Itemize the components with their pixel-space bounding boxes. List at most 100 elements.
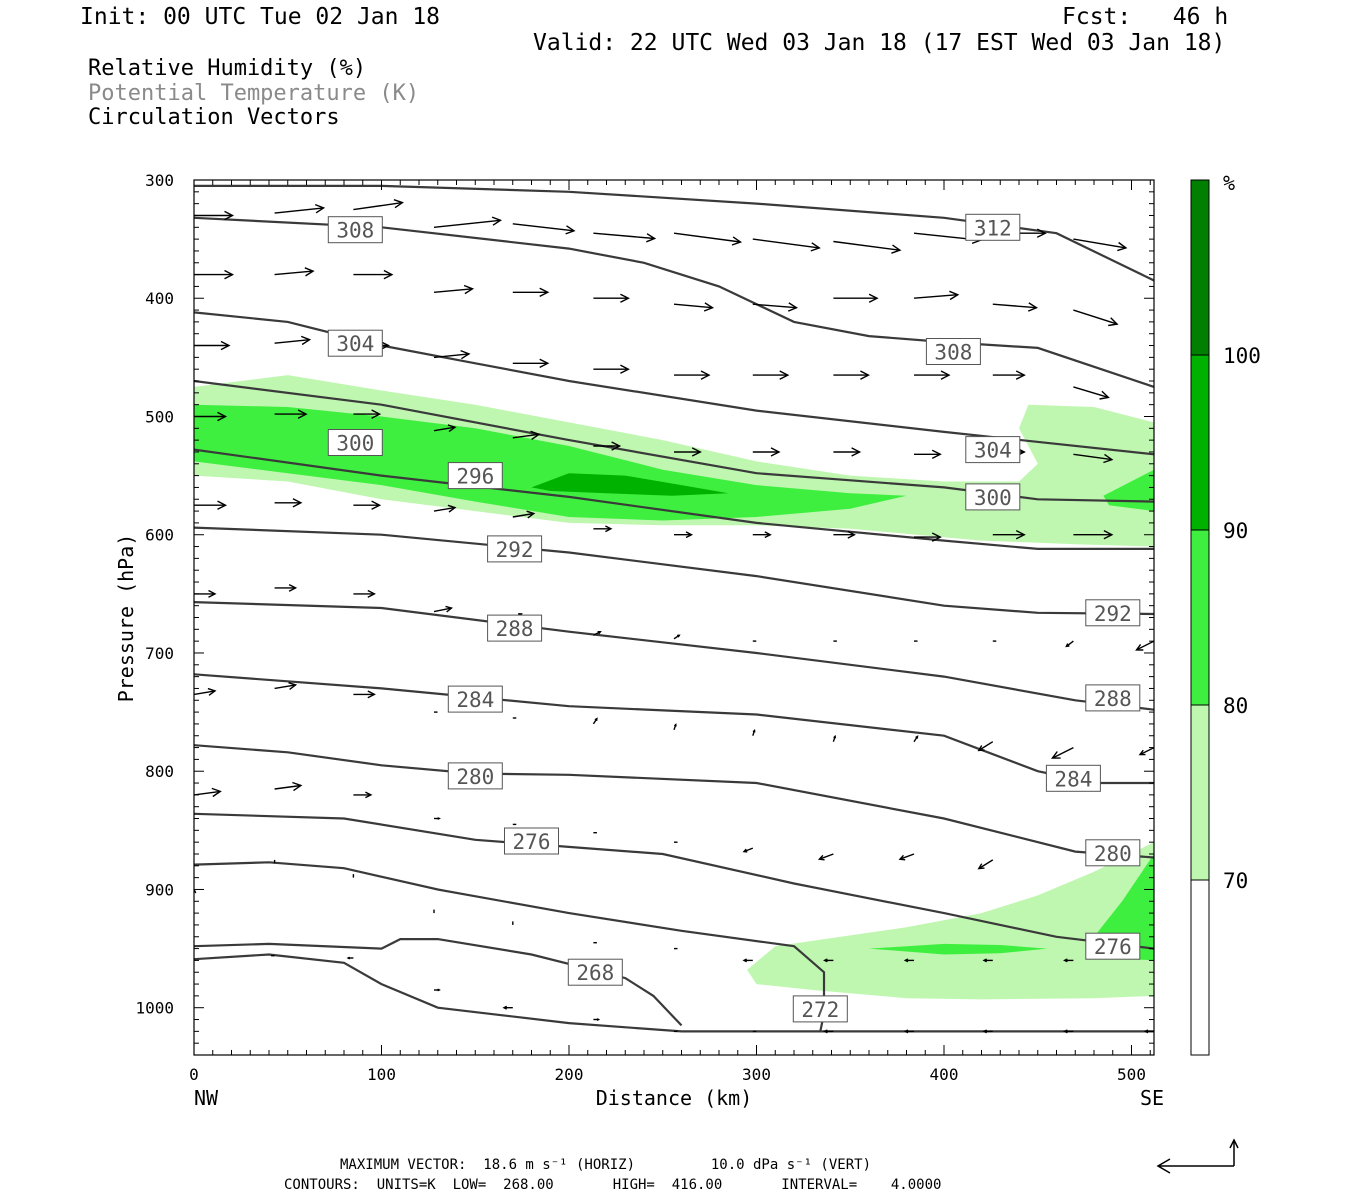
circulation-vector-63 — [353, 589, 376, 598]
svg-text:304: 304 — [336, 332, 374, 356]
isentrope-line-268-19 — [194, 937, 683, 1027]
circulation-vector-24 — [1073, 309, 1119, 327]
circulation-vector-73 — [1135, 640, 1154, 651]
circulation-vector-60 — [1073, 529, 1114, 540]
svg-text:280: 280 — [1094, 842, 1132, 866]
svg-text:284: 284 — [1054, 767, 1092, 791]
circulation-vector-2 — [353, 199, 404, 211]
circulation-vector-72 — [1065, 640, 1074, 648]
isentrope-label-288-10: 288 — [487, 614, 543, 642]
x-end-label-nw: NW — [194, 1086, 219, 1110]
circulation-vector-3 — [433, 216, 503, 228]
isentrope-label-292-8: 292 — [487, 535, 543, 563]
circulation-vector-107 — [903, 958, 914, 963]
circulation-vector-67 — [673, 634, 681, 640]
circulation-vector-7 — [752, 238, 821, 252]
isentrope-line-unlabeled-20 — [194, 953, 1154, 1033]
x-tick-label-0: 0 — [189, 1065, 199, 1084]
circulation-vector-1 — [274, 203, 326, 214]
circulation-vector-64 — [433, 605, 454, 613]
y-tick-label-500: 500 — [145, 407, 174, 426]
circulation-vector-94 — [742, 847, 754, 853]
circulation-vector-31 — [674, 370, 711, 380]
circulation-vector-28 — [433, 349, 471, 360]
svg-text:284: 284 — [456, 688, 494, 712]
circulation-vector-82 — [832, 734, 837, 742]
circulation-vector-79 — [592, 717, 598, 725]
y-tick-label-900: 900 — [145, 880, 174, 899]
colorbar-label-90: 90 — [1223, 519, 1248, 543]
circulation-vector-106 — [823, 958, 834, 963]
circulation-vector-38 — [274, 409, 308, 419]
circulation-vector-8 — [833, 240, 902, 254]
circulation-vector-89 — [353, 791, 373, 799]
circulation-vector-32 — [752, 370, 790, 380]
isentrope-label-284-13: 284 — [1045, 764, 1101, 792]
circulation-vector-13 — [194, 269, 235, 280]
colorbar-unit: % — [1223, 171, 1235, 195]
circulation-vector-90 — [434, 817, 441, 820]
circulation-vector-58 — [914, 532, 942, 542]
svg-text:308: 308 — [336, 219, 374, 243]
circulation-vector-20 — [752, 302, 799, 312]
y-tick-label-600: 600 — [145, 526, 174, 545]
x-tick-label-300: 300 — [742, 1065, 771, 1084]
reference-vector-icon — [1156, 1138, 1239, 1174]
valid-time: Valid: 22 UTC Wed 03 Jan 18 (17 EST Wed … — [533, 30, 1226, 56]
circulation-vector-108 — [982, 958, 993, 963]
circulation-vector-55 — [674, 531, 694, 539]
circulation-vector-52 — [433, 504, 457, 513]
field-title-rh: Relative Humidity (%) — [88, 56, 367, 81]
x-tick-label-200: 200 — [555, 1065, 584, 1084]
colorbar-band-2 — [1191, 530, 1209, 705]
circulation-vector-19 — [673, 302, 715, 312]
circulation-vector-21 — [833, 293, 879, 303]
circulation-vector-35 — [992, 370, 1026, 380]
circulation-vector-33 — [833, 370, 870, 380]
isentrope-label-288-11: 288 — [1085, 684, 1141, 712]
isentrope-label-300-5: 300 — [327, 429, 383, 456]
colorbar-band-1 — [1191, 705, 1209, 880]
circulation-vector-49 — [194, 500, 228, 510]
circulation-vector-57 — [833, 530, 856, 539]
isentrope-label-312-0: 312 — [965, 213, 1021, 241]
max-vector-note: MAXIMUM VECTOR: 18.6 m s⁻¹ (HORIZ) 10.0 … — [340, 1157, 872, 1173]
svg-text:312: 312 — [974, 216, 1012, 240]
svg-text:288: 288 — [496, 617, 534, 641]
svg-text:288: 288 — [1094, 687, 1132, 711]
isentrope-label-280-15: 280 — [1085, 839, 1141, 867]
circulation-vector-75 — [274, 682, 298, 690]
circulation-vector-111 — [346, 956, 354, 960]
circulation-vector-88 — [274, 781, 303, 792]
field-title-vectors: Circulation Vectors — [88, 105, 340, 130]
x-tick-label-400: 400 — [930, 1065, 959, 1084]
circulation-vector-0 — [194, 210, 235, 221]
y-tick-label-1000: 1000 — [135, 999, 174, 1018]
isentrope-line-304-3 — [194, 311, 1154, 456]
svg-text:276: 276 — [513, 830, 551, 854]
colorbar-band-3 — [1191, 355, 1209, 530]
circulation-vector-119 — [982, 1029, 993, 1034]
colorbar-label-70: 70 — [1223, 869, 1248, 893]
circulation-vector-29 — [512, 358, 550, 369]
circulation-vector-66 — [593, 631, 602, 636]
y-tick-label-400: 400 — [145, 289, 174, 308]
isentrope-line-296-7 — [194, 448, 1154, 551]
circulation-vector-5 — [593, 232, 657, 243]
circulation-vector-48 — [1073, 453, 1114, 464]
circulation-vector-105 — [742, 958, 753, 963]
isentrope-label-304-4: 304 — [965, 436, 1021, 464]
svg-text:304: 304 — [974, 439, 1012, 463]
circulation-vector-4 — [512, 223, 576, 235]
circulation-vector-40 — [433, 424, 457, 433]
circulation-vector-6 — [673, 232, 743, 246]
svg-text:300: 300 — [336, 432, 374, 456]
isentrope-label-276-17: 276 — [1085, 932, 1141, 960]
colorbar-band-0 — [1191, 880, 1209, 1055]
circulation-vector-113 — [502, 1005, 513, 1010]
circulation-vector-46 — [914, 449, 942, 460]
circulation-vector-97 — [977, 859, 994, 870]
circulation-vector-25 — [194, 340, 231, 351]
rh-region-90-2 — [531, 473, 729, 496]
isentrope-line-288-10 — [194, 601, 1154, 711]
